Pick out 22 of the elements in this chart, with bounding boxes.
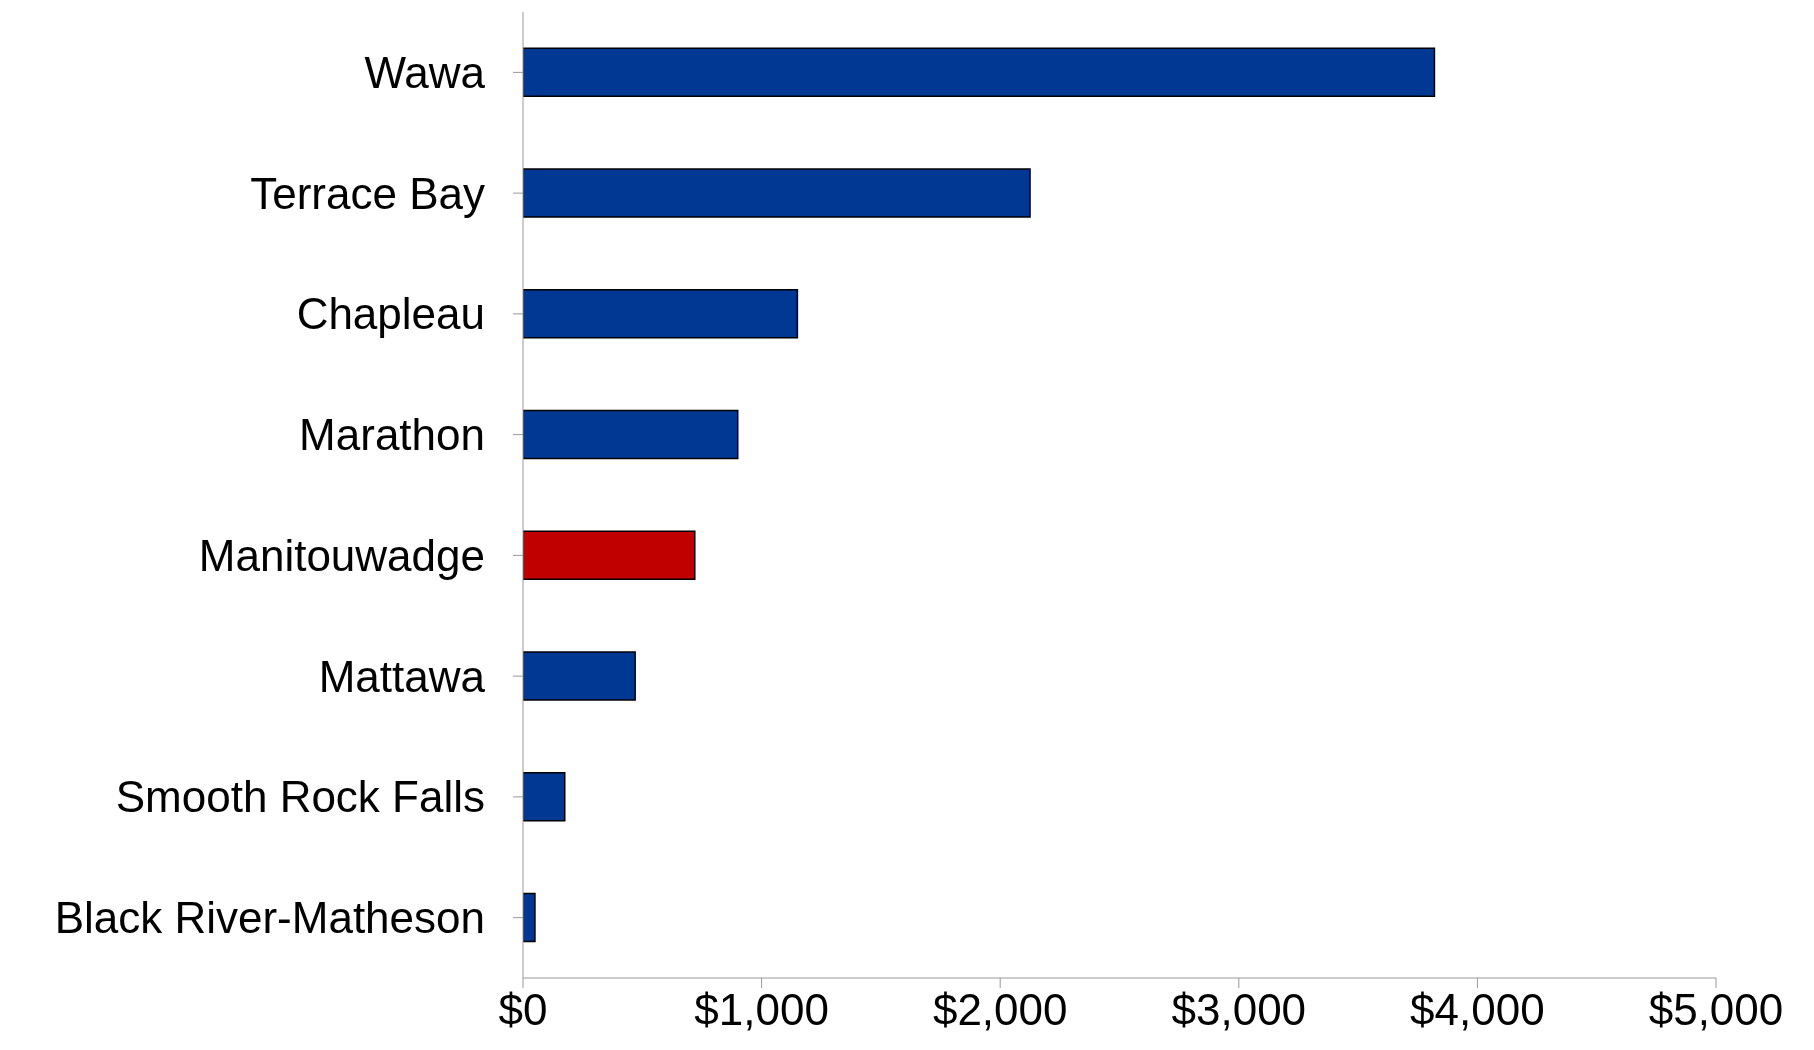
y-tick-label: Manitouwadge — [198, 530, 485, 580]
y-tick-label: Chapleau — [296, 289, 485, 339]
x-tick-label: $5,000 — [1648, 985, 1784, 1035]
y-tick-label: Black River-Matheson — [54, 893, 485, 943]
bar — [523, 892, 536, 943]
y-tick-label: Wawa — [364, 48, 486, 97]
x-tick-label: $0 — [498, 985, 548, 1035]
x-tick-label: $3,000 — [1171, 985, 1307, 1035]
x-tick-label: $4,000 — [1410, 985, 1545, 1035]
bar — [523, 409, 739, 460]
x-tick-label: $2,000 — [932, 985, 1068, 1035]
x-tick-label: $1,000 — [694, 985, 829, 1035]
bar — [523, 168, 1031, 218]
y-tick-label: Smooth Rock Falls — [115, 772, 485, 822]
bar — [523, 651, 636, 701]
y-tick-label: Mattawa — [318, 651, 486, 701]
bar — [523, 47, 1436, 97]
bar — [523, 288, 799, 339]
y-tick-label: Terrace Bay — [250, 168, 485, 218]
bar — [523, 530, 696, 580]
bar — [523, 771, 566, 822]
y-tick-label: Marathon — [299, 410, 485, 460]
